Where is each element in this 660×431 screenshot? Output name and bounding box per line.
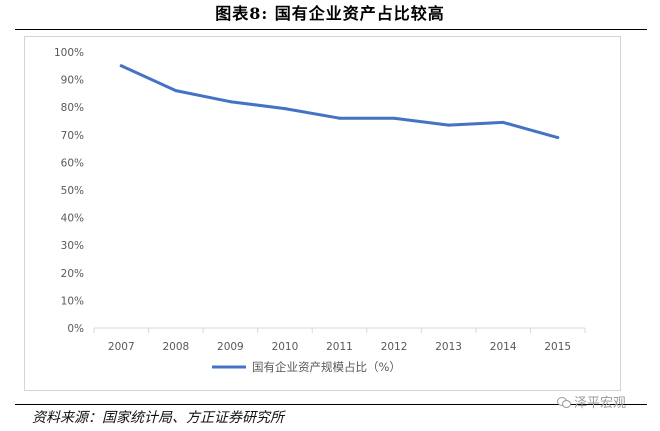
- data-point: [447, 123, 451, 127]
- y-tick-label: 10%: [61, 295, 84, 307]
- title-divider: [15, 29, 647, 30]
- y-tick-label: 30%: [61, 240, 84, 252]
- chart-frame: [24, 36, 621, 391]
- x-tick-label: 2013: [435, 341, 462, 353]
- y-tick-label: 80%: [61, 102, 84, 114]
- watermark: 泽平宏观: [556, 392, 626, 411]
- data-point: [119, 64, 123, 68]
- y-tick-label: 20%: [61, 268, 84, 280]
- y-tick-label: 90%: [61, 75, 84, 87]
- watermark-text: 泽平宏观: [573, 396, 626, 411]
- x-tick-label: 2007: [108, 341, 135, 353]
- y-tick-label: 50%: [61, 185, 84, 197]
- data-point: [228, 100, 232, 104]
- x-tick-label: 2008: [162, 341, 189, 353]
- page-title: 图表8: 国有企业资产占比较高: [215, 4, 445, 23]
- data-point: [174, 89, 178, 93]
- y-tick-label: 70%: [61, 130, 84, 142]
- data-point: [392, 116, 396, 120]
- y-tick-label: 100%: [54, 47, 84, 59]
- data-point: [338, 116, 341, 120]
- y-tick-label: 0%: [67, 323, 84, 335]
- legend: 国有企业资产规模占比（%）: [212, 360, 401, 374]
- x-tick-label: 2014: [490, 341, 517, 353]
- data-point: [556, 136, 560, 140]
- y-tick-label: 40%: [61, 213, 84, 225]
- legend-label: 国有企业资产规模占比（%）: [252, 360, 401, 374]
- x-tick-label: 2012: [381, 341, 408, 353]
- x-axis: 2007 2008 2009 2010 2011 2012 2013 2014 2015: [93, 327, 586, 353]
- source-note: 资料来源：国家统计局、方正证券研究所: [32, 410, 284, 426]
- footer-divider: [15, 404, 647, 405]
- data-point: [283, 107, 287, 111]
- x-tick-label: 2010: [272, 341, 299, 353]
- data-point: [501, 120, 505, 124]
- wechat-icon: [556, 396, 571, 408]
- series-line: [119, 64, 560, 140]
- x-tick-label: 2009: [217, 341, 244, 353]
- y-axis-ticks: 0% 10% 20% 30% 40% 50% 60% 70% 80% 90% 100%: [54, 47, 84, 335]
- x-tick-label: 2015: [544, 341, 571, 353]
- series-layer: [119, 64, 560, 140]
- x-tick-label: 2011: [326, 341, 353, 353]
- y-tick-label: 60%: [61, 157, 84, 169]
